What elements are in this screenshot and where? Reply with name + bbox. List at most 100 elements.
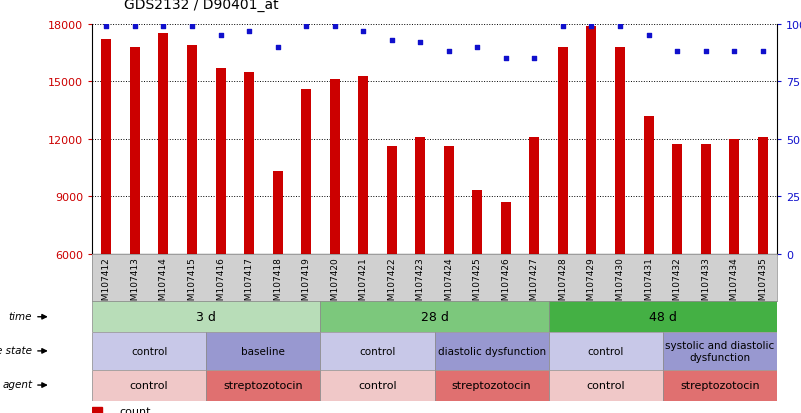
Point	[385, 38, 398, 44]
Point	[642, 33, 655, 40]
Text: GSM107417: GSM107417	[244, 256, 254, 311]
Bar	[549, 301, 777, 332]
Bar	[672, 145, 682, 254]
Text: GSM107427: GSM107427	[530, 256, 539, 311]
Bar	[663, 370, 777, 401]
Bar	[415, 138, 425, 254]
Text: streptozotocin: streptozotocin	[452, 380, 531, 390]
Text: GSM107414: GSM107414	[159, 256, 168, 311]
Bar	[272, 172, 283, 254]
Bar	[207, 332, 320, 370]
Point	[756, 49, 769, 56]
Text: GDS2132 / D90401_at: GDS2132 / D90401_at	[124, 0, 279, 12]
Point	[557, 24, 570, 31]
Point	[585, 24, 598, 31]
Text: control: control	[586, 380, 625, 390]
Bar	[549, 332, 663, 370]
Text: GSM107422: GSM107422	[387, 256, 396, 311]
Bar	[92, 301, 320, 332]
Point	[243, 28, 256, 35]
Bar	[301, 90, 311, 254]
Bar	[387, 147, 396, 254]
Text: GSM107420: GSM107420	[330, 256, 339, 311]
Text: GSM107426: GSM107426	[501, 256, 510, 311]
Point	[414, 40, 427, 46]
Text: disease state: disease state	[0, 345, 32, 355]
Text: control: control	[358, 380, 396, 390]
Point	[186, 24, 199, 31]
Text: GSM107423: GSM107423	[416, 256, 425, 311]
Text: GSM107416: GSM107416	[216, 256, 225, 311]
Bar	[643, 116, 654, 254]
Text: systolic and diastolic
dysfunction: systolic and diastolic dysfunction	[666, 340, 775, 362]
Text: streptozotocin: streptozotocin	[223, 380, 303, 390]
Point	[528, 56, 541, 62]
Text: GSM107418: GSM107418	[273, 256, 282, 311]
Point	[670, 49, 683, 56]
Bar	[187, 46, 197, 254]
Bar	[215, 69, 226, 254]
Text: 3 d: 3 d	[196, 311, 216, 323]
Point	[328, 24, 341, 31]
Bar	[501, 202, 511, 254]
Point	[272, 44, 284, 51]
Bar	[330, 80, 340, 254]
Text: control: control	[588, 346, 624, 356]
Bar	[320, 301, 549, 332]
Point	[128, 24, 141, 31]
Bar	[207, 370, 320, 401]
Point	[500, 56, 513, 62]
Bar	[102, 40, 111, 254]
Point	[471, 44, 484, 51]
Text: GSM107412: GSM107412	[102, 256, 111, 311]
Text: GSM107413: GSM107413	[131, 256, 139, 311]
Bar	[92, 332, 207, 370]
Text: control: control	[130, 380, 168, 390]
Point	[728, 49, 741, 56]
Bar	[320, 370, 434, 401]
Point	[614, 24, 626, 31]
Point	[356, 28, 369, 35]
Text: GSM107415: GSM107415	[187, 256, 196, 311]
Text: time: time	[9, 311, 32, 321]
Text: diastolic dysfunction: diastolic dysfunction	[437, 346, 545, 356]
Bar	[92, 370, 207, 401]
Text: GSM107421: GSM107421	[359, 256, 368, 311]
Text: GSM107424: GSM107424	[445, 256, 453, 311]
Bar	[130, 47, 140, 254]
Bar	[701, 145, 710, 254]
Bar	[159, 34, 168, 254]
Text: 48 d: 48 d	[649, 311, 677, 323]
Point	[442, 49, 455, 56]
Text: control: control	[131, 346, 167, 356]
Bar	[586, 27, 597, 254]
Text: GSM107429: GSM107429	[587, 256, 596, 311]
Bar	[663, 332, 777, 370]
Text: GSM107430: GSM107430	[615, 256, 625, 311]
Text: GSM107431: GSM107431	[644, 256, 653, 311]
Text: agent: agent	[2, 380, 32, 389]
Point	[214, 33, 227, 40]
Bar	[244, 73, 254, 254]
Bar	[444, 147, 454, 254]
Text: count: count	[119, 406, 151, 413]
Bar	[558, 47, 568, 254]
Bar	[320, 332, 434, 370]
Bar	[729, 140, 739, 254]
Bar	[358, 76, 368, 254]
Bar	[529, 138, 539, 254]
Text: GSM107428: GSM107428	[558, 256, 567, 311]
Bar	[434, 370, 549, 401]
Text: baseline: baseline	[241, 346, 285, 356]
Point	[157, 24, 170, 31]
Bar	[758, 138, 767, 254]
Text: GSM107432: GSM107432	[673, 256, 682, 311]
Text: GSM107434: GSM107434	[730, 256, 739, 311]
Text: GSM107435: GSM107435	[759, 256, 767, 311]
Point	[699, 49, 712, 56]
Bar	[434, 332, 549, 370]
Text: 28 d: 28 d	[421, 311, 449, 323]
Point	[100, 24, 113, 31]
Bar	[473, 191, 482, 254]
Point	[300, 24, 312, 31]
